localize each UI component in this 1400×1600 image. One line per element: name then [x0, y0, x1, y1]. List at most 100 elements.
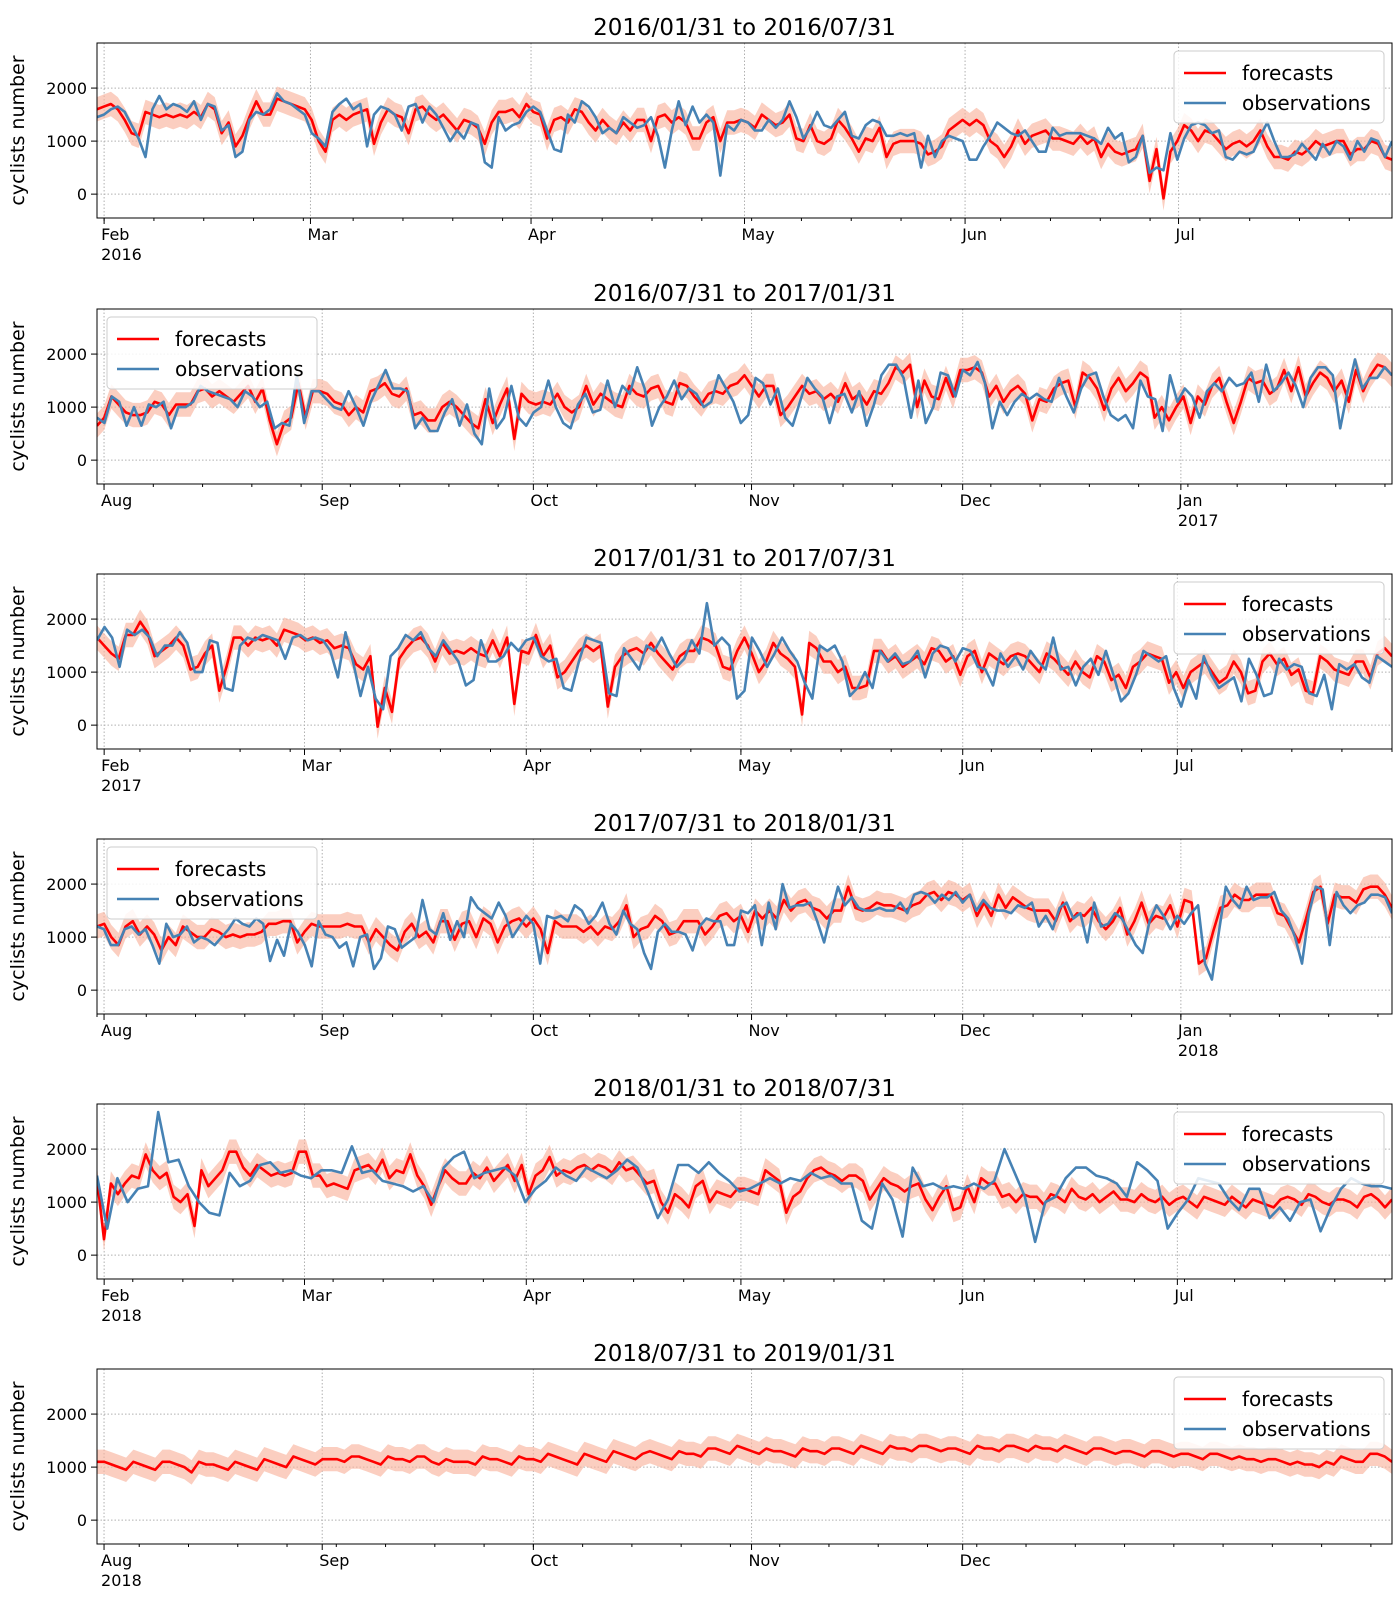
x-tick-label: Dec: [960, 1021, 991, 1040]
y-tick-label: 1000: [46, 398, 87, 417]
plot-area: [97, 352, 1392, 457]
legend-forecasts-label: forecasts: [1242, 61, 1333, 85]
x-tick-label: Nov: [749, 1551, 780, 1570]
legend: forecasts observations: [1173, 581, 1385, 655]
legend-observations-label: observations: [1242, 1152, 1371, 1176]
x-tick-year-label: 2018: [101, 1306, 142, 1325]
x-tick-label: Aug: [101, 1551, 132, 1570]
axes-frame: [96, 838, 1393, 1015]
legend-forecasts-label: forecasts: [1242, 1387, 1333, 1411]
observations-line: [97, 1110, 1392, 1244]
x-tick-label: Jan: [1177, 1021, 1203, 1040]
x-tick-label: Apr: [523, 1286, 551, 1305]
y-tick-label: 2000: [46, 875, 87, 894]
plot-area: [97, 874, 1392, 981]
legend: forecasts observations: [106, 316, 318, 390]
legend-observations-label: observations: [175, 357, 304, 381]
y-tick-label: 1000: [46, 928, 87, 947]
x-tick-label: May: [742, 225, 775, 244]
panel-5: 2018/01/31 to 2018/07/31 cyclists number 0…: [7, 1076, 1393, 1325]
x-tick-label: Oct: [530, 1021, 558, 1040]
x-tick-year-label: 2018: [101, 1571, 142, 1590]
x-tick-label: Mar: [307, 225, 338, 244]
x-tick-label: Jun: [959, 756, 985, 775]
y-tick-label: 1000: [46, 1193, 87, 1212]
y-tick-label: 1000: [46, 1458, 87, 1477]
y-tick-label: 2000: [46, 1405, 87, 1424]
legend-box: [106, 846, 318, 920]
x-tick-label: Sep: [319, 491, 349, 510]
legend-forecasts-label: forecasts: [1242, 592, 1333, 616]
y-axis-label: cyclists number: [7, 586, 29, 736]
y-tick-label: 2000: [46, 345, 87, 364]
axes-frame: [96, 308, 1393, 485]
x-tick-label: Jun: [959, 1286, 985, 1305]
axes-frame: [96, 42, 1393, 219]
legend-forecasts-label: forecasts: [175, 857, 266, 881]
x-tick-label: Jan: [1177, 491, 1203, 510]
x-tick-year-label: 2016: [101, 245, 142, 264]
plot-area: [97, 1110, 1392, 1252]
chart-title: 2016/07/31 to 2017/01/31: [593, 281, 896, 307]
legend-observations-label: observations: [1242, 91, 1371, 115]
x-tick-label: Jul: [1175, 225, 1195, 244]
y-tick-label: 0: [77, 185, 87, 204]
x-tick-label: Jul: [1173, 756, 1193, 775]
y-tick-label: 0: [77, 981, 87, 1000]
chart-title: 2017/01/31 to 2017/07/31: [593, 546, 896, 572]
forecast-interval-band: [97, 1139, 1392, 1252]
y-axis-label: cyclists number: [7, 1116, 29, 1266]
x-tick-label: Dec: [960, 1551, 991, 1570]
y-tick-label: 0: [77, 1511, 87, 1530]
legend-box: [1173, 1376, 1385, 1450]
forecasts-line: [97, 1444, 1392, 1474]
panel-6: 2018/07/31 to 2019/01/31 cyclists number 0…: [7, 1341, 1393, 1590]
x-tick-label: May: [738, 756, 771, 775]
legend-box: [1173, 50, 1385, 124]
plot-area: [97, 86, 1392, 211]
x-tick-label: Mar: [301, 756, 332, 775]
chart-title: 2016/01/31 to 2016/07/31: [593, 15, 896, 41]
legend-observations-label: observations: [1242, 622, 1371, 646]
y-axis-label: cyclists number: [7, 55, 29, 205]
chart-title: 2018/01/31 to 2018/07/31: [593, 1076, 896, 1102]
x-tick-label: Aug: [101, 491, 132, 510]
panel-2: 2016/07/31 to 2017/01/31 cyclists number 0…: [7, 281, 1393, 530]
y-tick-label: 2000: [46, 79, 87, 98]
chart-title: 2018/07/31 to 2019/01/31: [593, 1341, 896, 1367]
x-tick-label: Oct: [530, 491, 558, 510]
x-tick-year-label: 2018: [1178, 1041, 1219, 1060]
plot-area: [97, 601, 1392, 739]
x-tick-label: Sep: [319, 1551, 349, 1570]
legend-forecasts-label: forecasts: [1242, 1122, 1333, 1146]
legend: forecasts observations: [1173, 1111, 1385, 1185]
axes-frame: [96, 1103, 1393, 1280]
x-tick-year-label: 2017: [101, 776, 142, 795]
y-tick-label: 2000: [46, 610, 87, 629]
legend-box: [1173, 1111, 1385, 1185]
x-tick-label: Feb: [101, 756, 129, 775]
observations-line: [97, 601, 1392, 711]
x-tick-label: Nov: [749, 1021, 780, 1040]
panel-3: 2017/01/31 to 2017/07/31 cyclists number 0…: [7, 546, 1393, 795]
x-tick-label: Feb: [101, 1286, 129, 1305]
legend-box: [1173, 581, 1385, 655]
y-tick-label: 0: [77, 716, 87, 735]
x-tick-label: Nov: [749, 491, 780, 510]
panel-4: 2017/07/31 to 2018/01/31 cyclists number 0…: [7, 811, 1393, 1060]
y-tick-label: 1000: [46, 663, 87, 682]
chart-title: 2017/07/31 to 2018/01/31: [593, 811, 896, 837]
legend-observations-label: observations: [175, 887, 304, 911]
y-axis-label: cyclists number: [7, 1381, 29, 1531]
x-tick-label: Dec: [960, 491, 991, 510]
axes-frame: [96, 1368, 1393, 1545]
y-tick-label: 0: [77, 451, 87, 470]
y-tick-label: 0: [77, 1246, 87, 1265]
legend: forecasts observations: [1173, 50, 1385, 124]
x-tick-label: Oct: [530, 1551, 558, 1570]
legend-forecasts-label: forecasts: [175, 327, 266, 351]
observations-line: [97, 882, 1392, 981]
x-tick-label: Mar: [301, 1286, 332, 1305]
y-axis-label: cyclists number: [7, 851, 29, 1001]
